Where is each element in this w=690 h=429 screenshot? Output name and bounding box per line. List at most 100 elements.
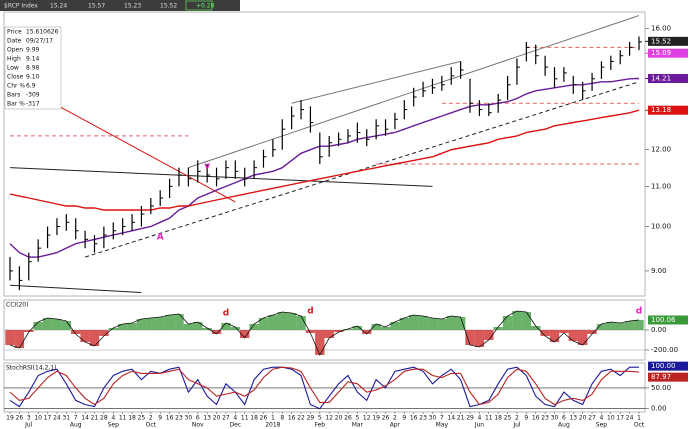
trend-line (9, 167, 433, 187)
x-tick-label: 26 (260, 415, 268, 422)
cci-bar (249, 324, 259, 330)
panel-frame (3, 362, 646, 413)
x-tick-label: 26 (382, 415, 390, 422)
y-tick-label: -200.00 (651, 346, 678, 354)
info-label: Open (7, 47, 23, 54)
x-month-label: Sep (596, 422, 608, 429)
x-tick-label: 23 (419, 415, 427, 422)
y-tick-label: 9.00 (651, 267, 667, 275)
cci-bar (155, 317, 165, 330)
cci-bar (399, 318, 409, 330)
cci-bar (634, 319, 644, 330)
cci-bar (446, 316, 456, 330)
value-marker-label: 87.97 (651, 373, 671, 381)
x-tick-label: 2 (149, 415, 153, 422)
annotation: d (307, 307, 313, 317)
trend-line (291, 60, 461, 104)
x-month-label: Feb (314, 422, 325, 429)
x-tick-label: 16 (288, 415, 296, 422)
x-month-label: Dec (230, 422, 242, 429)
cci-bar (380, 327, 391, 330)
x-tick-label: 22 (297, 415, 305, 422)
cci-bar (568, 330, 578, 341)
x-month-label: May (436, 422, 449, 429)
cci-bar (61, 321, 72, 330)
cci-bar (343, 329, 353, 330)
x-tick-label: 11 (485, 415, 493, 422)
info-value: 9.14 (26, 56, 40, 63)
info-value: 6.9 (26, 83, 36, 90)
cci-line (9, 310, 640, 356)
cci-bar (164, 315, 175, 330)
x-tick-label: 17 (44, 415, 52, 422)
x-tick-label: 1 (271, 415, 275, 422)
annotation: d (636, 307, 642, 317)
x-tick-label: 21 (91, 415, 99, 422)
x-tick-label: 4 (233, 415, 237, 422)
cci-bar (437, 319, 447, 330)
x-tick-label: 18 (250, 415, 258, 422)
value-marker (648, 48, 688, 58)
panel-title: StochRSI(14,2,1) (6, 365, 56, 372)
cci-bar (333, 330, 344, 332)
x-tick-label: 21 (457, 415, 465, 422)
value-marker-label: 13.18 (651, 106, 671, 114)
header-title: $RCP Index (4, 3, 38, 10)
panel-frame (3, 11, 646, 297)
cci-bar (418, 316, 428, 330)
x-tick-label: 12 (363, 415, 371, 422)
x-tick-label: 18 (128, 415, 136, 422)
y-tick-label: 12.00 (651, 146, 671, 154)
cci-bar (127, 323, 137, 330)
cci-bar (5, 330, 15, 345)
value-marker-label: 15.09 (651, 49, 671, 57)
cci-bar (362, 330, 372, 334)
info-value: -317 (26, 101, 40, 108)
cci-bar (512, 311, 522, 330)
cci-bar (531, 326, 541, 330)
cci-bar (371, 324, 381, 330)
cci-bar (52, 319, 62, 330)
x-tick-label: 23 (175, 415, 183, 422)
cci-bar (352, 326, 363, 330)
cci-bar (24, 330, 34, 332)
info-value: -309 (26, 92, 40, 99)
x-tick-label: 30 (429, 415, 437, 422)
info-value: 9.10 (26, 74, 40, 81)
x-month-label: Aug (70, 422, 82, 429)
cci-bar (324, 330, 334, 338)
y-tick-label: 11.00 (651, 182, 671, 190)
x-tick-label: 16 (532, 415, 540, 422)
cci-bar (202, 328, 212, 330)
x-tick-label: 3 (27, 415, 31, 422)
x-tick-label: 25 (504, 415, 512, 422)
x-tick-label: 27 (222, 415, 230, 422)
x-month-label: Sep (108, 422, 120, 429)
x-tick-label: 12 (325, 415, 333, 422)
cci-bar (99, 330, 109, 336)
x-tick-label: 11 (241, 415, 249, 422)
cci-bar (211, 330, 222, 334)
x-tick-label: 20 (213, 415, 221, 422)
cci-bar (268, 315, 278, 330)
info-label: Low (7, 65, 19, 72)
cci-bar (577, 330, 588, 345)
x-tick-label: 17 (616, 415, 624, 422)
x-tick-label: 13 (569, 415, 577, 422)
cci-bar (117, 324, 128, 330)
cci-bar (484, 330, 494, 340)
cci-bar (240, 330, 250, 338)
info-value: 8.98 (26, 65, 40, 72)
x-tick-label: 7 (440, 415, 444, 422)
x-tick-label: 20 (579, 415, 587, 422)
x-tick-label: 10 (34, 415, 42, 422)
x-tick-label: 19 (6, 415, 14, 422)
y-tick-label: 50.00 (651, 384, 671, 392)
x-tick-label: 27 (588, 415, 596, 422)
header-quote: +0.28 (196, 3, 215, 10)
x-tick-label: 8 (280, 415, 284, 422)
x-tick-label: 16 (410, 415, 418, 422)
cci-bar (474, 330, 485, 347)
